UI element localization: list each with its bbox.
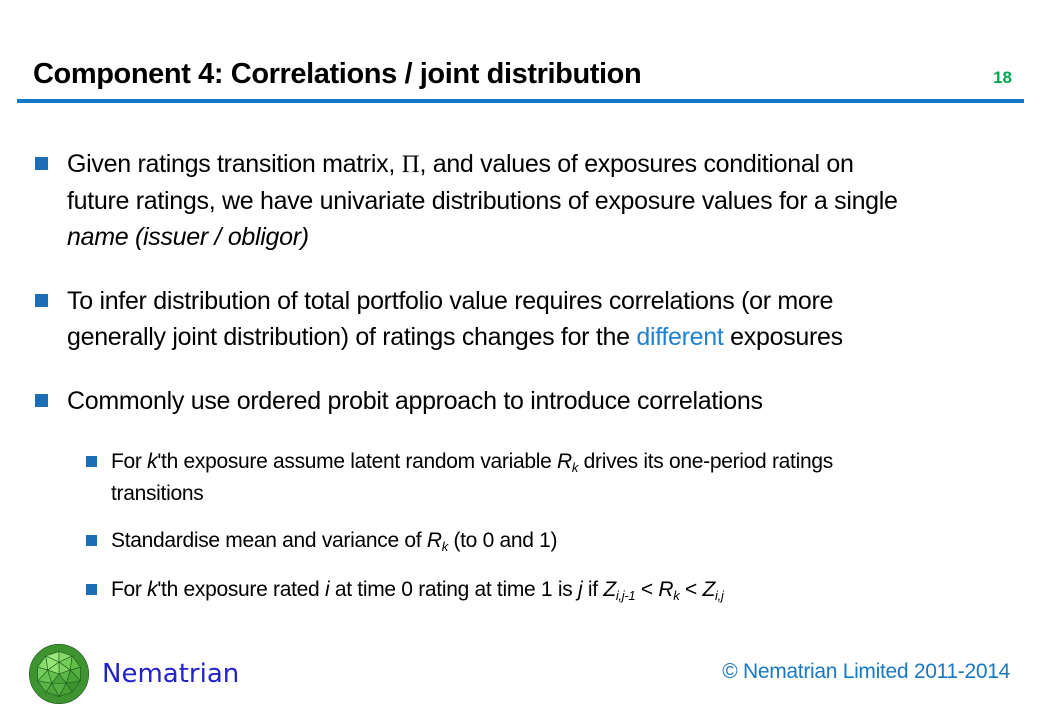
bullet-item: To infer distribution of total portfolio… — [0, 283, 1040, 355]
bullet-text: Standardise mean and variance of Rk (to … — [111, 526, 558, 558]
bullet-item: Commonly use ordered probit approach to … — [0, 383, 1040, 419]
text-segment: 'th exposure assume latent random variab… — [157, 450, 558, 473]
text-segment: drives its one-period ratings — [578, 450, 834, 473]
bullet-square-icon — [86, 584, 97, 595]
text-segment: Given ratings transition matrix, — [67, 150, 402, 178]
bullet-text: Given ratings transition matrix, Π, and … — [67, 146, 898, 255]
text-segment: To infer distribution of total portfolio… — [67, 287, 834, 315]
nematrian-logo[interactable]: Nematrian — [26, 641, 239, 707]
text-segment: exposures — [723, 323, 843, 351]
text-segment: different — [636, 323, 724, 351]
text-segment: k — [441, 538, 449, 554]
text-segment: Z — [603, 578, 616, 601]
bullet-item: Given ratings transition matrix, Π, and … — [0, 146, 1040, 255]
text-segment: Standardise mean and variance of — [111, 529, 427, 552]
bullet-list: Given ratings transition matrix, Π, and … — [0, 146, 1040, 624]
text-segment: generally joint distribution) of ratings… — [67, 323, 637, 351]
copyright-text: © Nematrian Limited 2011-2014 — [722, 660, 1010, 683]
text-segment: For — [111, 450, 148, 473]
text-segment: k — [571, 459, 579, 475]
polyhedron-logo-icon — [29, 644, 89, 704]
text-segment: k — [147, 450, 158, 473]
slide-footer: Nematrian © Nematrian Limited 2011-2014 — [0, 630, 1040, 720]
text-segment: i — [324, 578, 330, 601]
text-segment: at time 0 rating at time 1 is — [329, 578, 578, 601]
page-title: Component 4: Correlations / joint distri… — [33, 58, 642, 90]
text-segment: k — [147, 578, 158, 601]
text-segment: future ratings, we have univariate distr… — [67, 187, 898, 215]
bullet-square-icon — [86, 456, 97, 467]
text-segment: For — [111, 578, 148, 601]
text-segment: Z — [702, 578, 716, 601]
text-segment: R — [658, 578, 674, 601]
text-segment: < — [635, 578, 659, 601]
bullet-square-icon — [86, 535, 97, 546]
text-segment: 'th exposure rated — [157, 578, 325, 601]
bullet-square-icon — [35, 394, 48, 407]
text-segment: transitions — [111, 482, 204, 505]
text-segment: i,j-1 — [615, 587, 636, 603]
bullet-text: Commonly use ordered probit approach to … — [67, 383, 763, 419]
sub-bullet-item: Standardise mean and variance of Rk (to … — [0, 526, 1040, 558]
sub-bullet-item: For k'th exposure rated i at time 0 rati… — [0, 575, 1040, 607]
sub-bullet-item: For k'th exposure assume latent random v… — [0, 447, 1040, 509]
text-segment: Commonly use ordered probit approach to … — [67, 387, 763, 415]
text-segment: , and values of exposures conditional on — [419, 150, 854, 178]
text-segment: j — [577, 578, 583, 601]
text-segment: < — [679, 578, 703, 601]
bullet-text: For k'th exposure assume latent random v… — [111, 447, 833, 509]
text-segment: i,j — [715, 587, 724, 603]
text-segment: R — [426, 529, 442, 552]
bullet-text: To infer distribution of total portfolio… — [67, 283, 843, 355]
logo-text: Nematrian — [102, 659, 240, 689]
page-number: 18 — [993, 68, 1012, 87]
bullet-square-icon — [35, 157, 48, 170]
text-segment: R — [557, 450, 572, 473]
bullet-square-icon — [35, 294, 48, 307]
bullet-text: For k'th exposure rated i at time 0 rati… — [111, 575, 724, 607]
title-divider — [17, 99, 1024, 103]
text-segment: name (issuer / obligor) — [67, 223, 309, 251]
slide-header: Component 4: Correlations / joint distri… — [33, 58, 1012, 91]
text-segment: (to 0 and 1) — [447, 529, 558, 552]
text-segment: if — [582, 578, 604, 601]
text-segment: k — [673, 587, 680, 603]
text-segment: Π — [401, 151, 420, 178]
